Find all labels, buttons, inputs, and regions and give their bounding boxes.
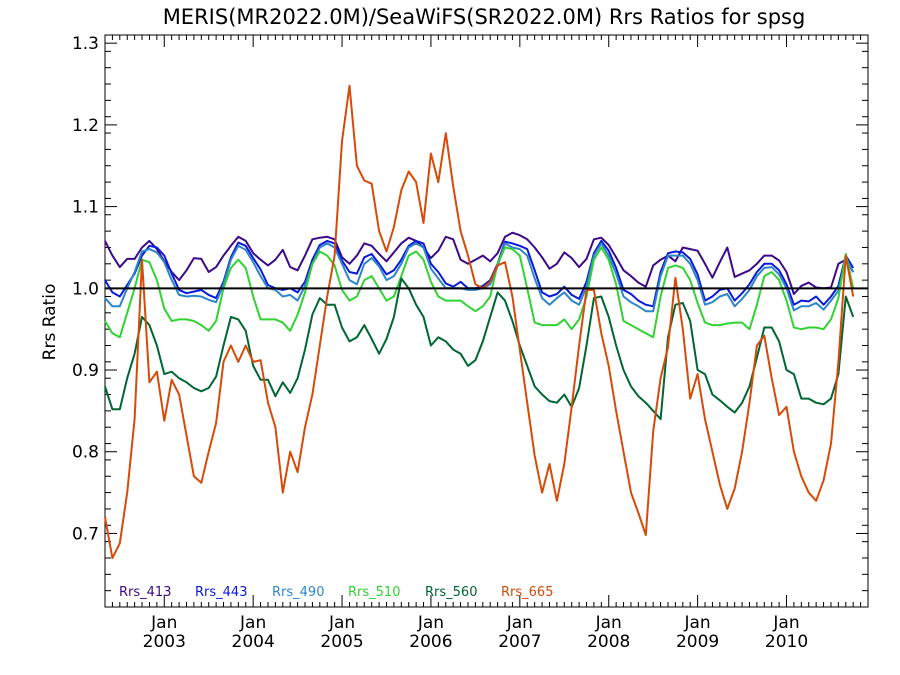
x-tick-label-month: Jan (328, 613, 355, 633)
x-tick-label-month: Jan (595, 613, 622, 633)
y-tick-label: 0.7 (72, 524, 99, 544)
legend-label-rrs-665: Rrs_665 (501, 585, 553, 600)
x-tick-label-year: 2003 (143, 632, 186, 652)
y-tick-label: 1.1 (72, 198, 99, 218)
x-tick-label-month: Jan (417, 613, 444, 633)
x-tick-label-year: 2004 (232, 632, 275, 652)
x-tick-label-month: Jan (506, 613, 533, 633)
series-line-rrs-665 (104, 84, 855, 559)
plot-area: 0.70.80.91.01.11.21.3Jan2003Jan2004Jan20… (72, 34, 869, 652)
y-tick-label: 0.8 (72, 443, 99, 463)
x-tick-label-month: Jan (684, 613, 711, 633)
series-line-rrs-510 (104, 246, 855, 339)
y-tick-label: 1.0 (72, 279, 99, 299)
y-tick-label: 1.3 (72, 34, 99, 54)
series-line-rrs-560 (104, 277, 855, 421)
x-tick-label-month: Jan (239, 613, 266, 633)
legend-label-rrs-490: Rrs_490 (272, 585, 324, 600)
series-line-rrs-413 (104, 231, 855, 295)
legend-label-rrs-510: Rrs_510 (348, 585, 400, 600)
legend-label-rrs-560: Rrs_560 (425, 585, 477, 600)
y-axis-label: Rrs Ratio (40, 284, 60, 361)
legend-label-rrs-413: Rrs_413 (119, 585, 171, 600)
x-tick-label-year: 2006 (409, 632, 452, 652)
x-tick-label-year: 2008 (587, 632, 630, 652)
y-tick-label: 1.2 (72, 116, 99, 136)
legend-label-rrs-443: Rrs_443 (195, 585, 247, 600)
x-tick-label-month: Jan (150, 613, 177, 633)
x-tick-label-year: 2009 (676, 632, 719, 652)
x-tick-label-year: 2010 (765, 632, 808, 652)
x-tick-label-year: 2007 (498, 632, 541, 652)
x-tick-label-month: Jan (772, 613, 799, 633)
y-tick-label: 0.9 (72, 361, 99, 381)
x-tick-label-year: 2005 (320, 632, 363, 652)
chart-title: MERIS(MR2022.0M)/SeaWiFS(SR2022.0M) Rrs … (163, 5, 806, 29)
